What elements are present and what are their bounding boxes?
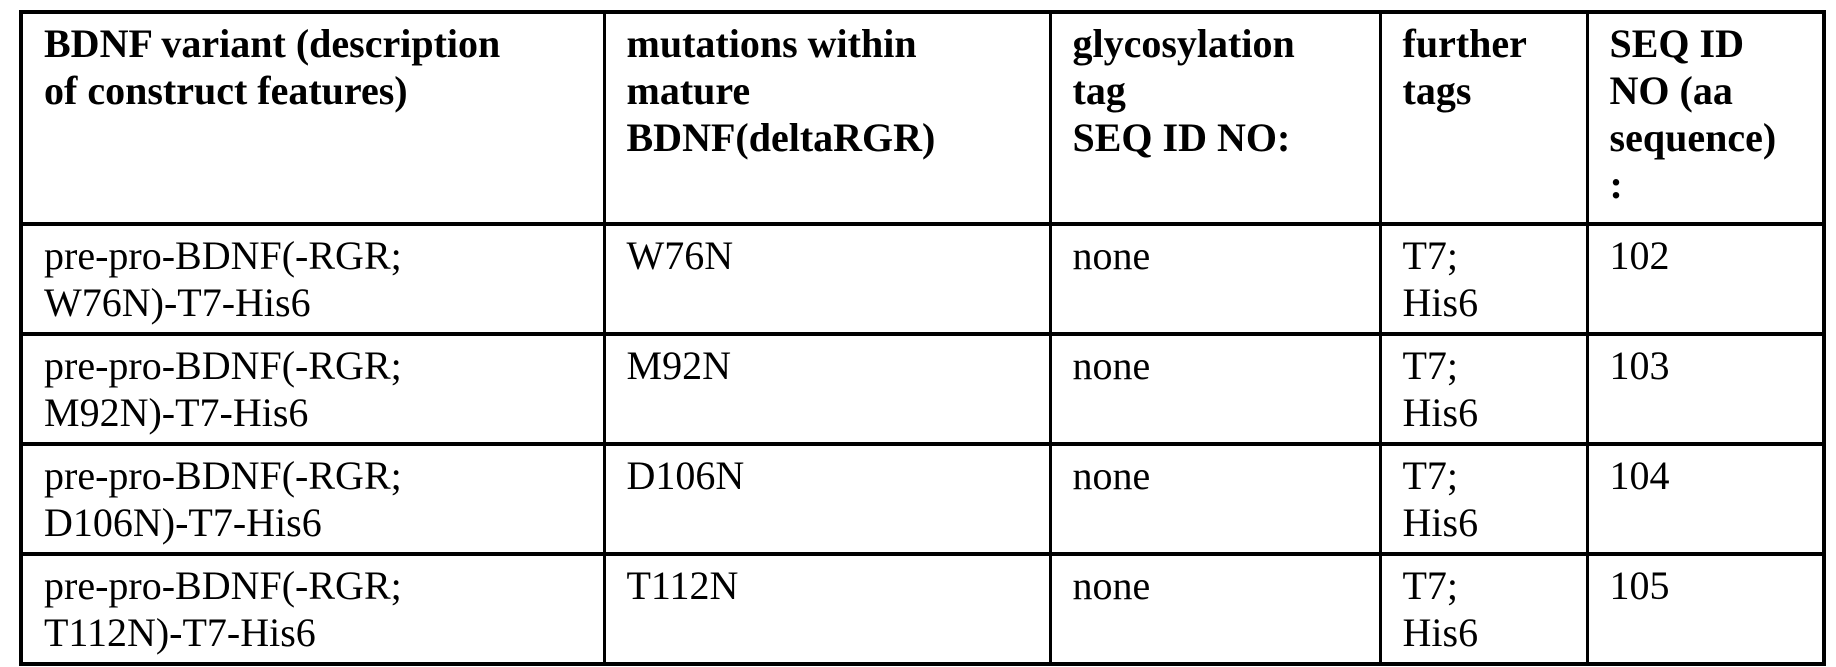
cell-glycosylation-tag: none: [1048, 552, 1382, 666]
cell-seq-id: 103: [1585, 332, 1826, 446]
column-header-mutations: mutations within mature BDNF(deltaRGR): [602, 10, 1052, 226]
column-header-further-tags: further tags: [1378, 10, 1589, 226]
cell-variant: pre-pro-BDNF(-RGR; T112N)-T7-His6: [19, 552, 606, 666]
cell-glycosylation-tag: none: [1048, 222, 1382, 336]
column-header-seq-id: SEQ ID NO (aa sequence) :: [1585, 10, 1826, 226]
column-header-glycosylation-tag: glycosylation tag SEQ ID NO:: [1048, 10, 1382, 226]
table-row: pre-pro-BDNF(-RGR; M92N)-T7-His6 M92N no…: [19, 332, 1826, 446]
cell-further-tags: T7; His6: [1378, 442, 1589, 556]
cell-variant: pre-pro-BDNF(-RGR; D106N)-T7-His6: [19, 442, 606, 556]
cell-further-tags: T7; His6: [1378, 222, 1589, 336]
table-row: pre-pro-BDNF(-RGR; W76N)-T7-His6 W76N no…: [19, 222, 1826, 336]
cell-variant: pre-pro-BDNF(-RGR; W76N)-T7-His6: [19, 222, 606, 336]
table-header-row: BDNF variant (description of construct f…: [19, 10, 1826, 226]
cell-mutations: T112N: [602, 552, 1052, 666]
cell-variant: pre-pro-BDNF(-RGR; M92N)-T7-His6: [19, 332, 606, 446]
cell-mutations: W76N: [602, 222, 1052, 336]
table-row: pre-pro-BDNF(-RGR; D106N)-T7-His6 D106N …: [19, 442, 1826, 556]
bdnf-variants-table: BDNF variant (description of construct f…: [19, 10, 1826, 666]
table-row: pre-pro-BDNF(-RGR; T112N)-T7-His6 T112N …: [19, 552, 1826, 666]
cell-further-tags: T7; His6: [1378, 552, 1589, 666]
column-header-bdnf-variant: BDNF variant (description of construct f…: [19, 10, 606, 226]
cell-mutations: D106N: [602, 442, 1052, 556]
cell-seq-id: 102: [1585, 222, 1826, 336]
cell-mutations: M92N: [602, 332, 1052, 446]
cell-glycosylation-tag: none: [1048, 332, 1382, 446]
cell-seq-id: 104: [1585, 442, 1826, 556]
cell-glycosylation-tag: none: [1048, 442, 1382, 556]
cell-seq-id: 105: [1585, 552, 1826, 666]
cell-further-tags: T7; His6: [1378, 332, 1589, 446]
